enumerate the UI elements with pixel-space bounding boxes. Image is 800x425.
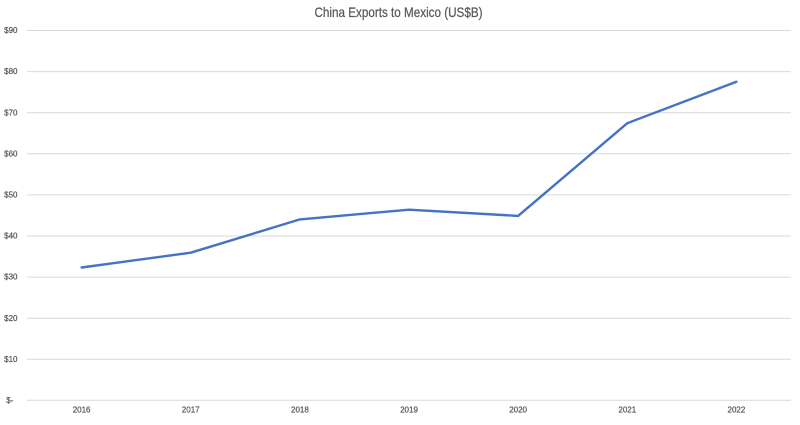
- svg-text:China Exports to Mexico (US$B): China Exports to Mexico (US$B): [315, 5, 483, 20]
- svg-text:$30: $30: [4, 273, 18, 282]
- svg-text:$50: $50: [4, 191, 18, 200]
- svg-text:2019: 2019: [400, 406, 418, 415]
- svg-text:2017: 2017: [182, 406, 200, 415]
- svg-text:$10: $10: [4, 355, 18, 364]
- svg-text:$-: $-: [6, 396, 13, 405]
- svg-text:$20: $20: [4, 314, 18, 323]
- svg-text:2016: 2016: [73, 406, 91, 415]
- svg-text:2018: 2018: [291, 406, 309, 415]
- svg-text:$80: $80: [4, 67, 18, 76]
- svg-text:$60: $60: [4, 149, 18, 158]
- svg-text:2022: 2022: [728, 406, 746, 415]
- svg-text:$40: $40: [4, 232, 18, 241]
- svg-text:2021: 2021: [618, 406, 636, 415]
- svg-text:2020: 2020: [509, 406, 527, 415]
- svg-text:$90: $90: [4, 26, 18, 35]
- svg-text:$70: $70: [4, 108, 18, 117]
